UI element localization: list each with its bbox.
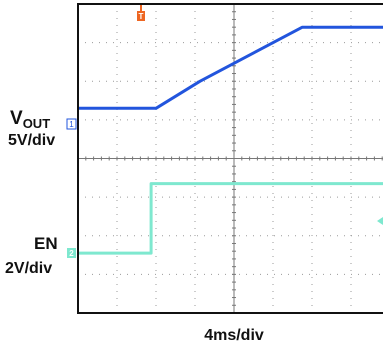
en-label: EN 2V/div bbox=[5, 234, 58, 277]
trigger-level-icon bbox=[377, 217, 383, 225]
graticule bbox=[78, 4, 383, 313]
trigger-icon bbox=[137, 11, 145, 21]
svg-text:VOUT: VOUT bbox=[10, 108, 50, 131]
vout-label: VOUT 5V/div bbox=[8, 108, 55, 149]
ch1-marker-label: 1 bbox=[69, 120, 74, 129]
trace-vout bbox=[78, 25, 383, 110]
vout-label-sub: OUT bbox=[23, 116, 51, 131]
en-label-name: EN bbox=[34, 234, 58, 253]
trace-layer bbox=[78, 25, 383, 255]
ch2-marker-label: 2 bbox=[69, 249, 74, 258]
vout-label-main: V bbox=[10, 108, 23, 129]
en-scale: 2V/div bbox=[5, 260, 52, 277]
ch1-marker: 1 bbox=[66, 118, 77, 130]
ch2-marker: 2 bbox=[67, 248, 76, 258]
trigger-marker: T bbox=[137, 5, 145, 21]
trace-en bbox=[78, 182, 383, 255]
plot-frame bbox=[77, 3, 383, 314]
trigger-label: T bbox=[139, 12, 144, 21]
vout-scale: 5V/div bbox=[8, 132, 55, 149]
x-axis-label: 4ms/div bbox=[204, 327, 264, 344]
